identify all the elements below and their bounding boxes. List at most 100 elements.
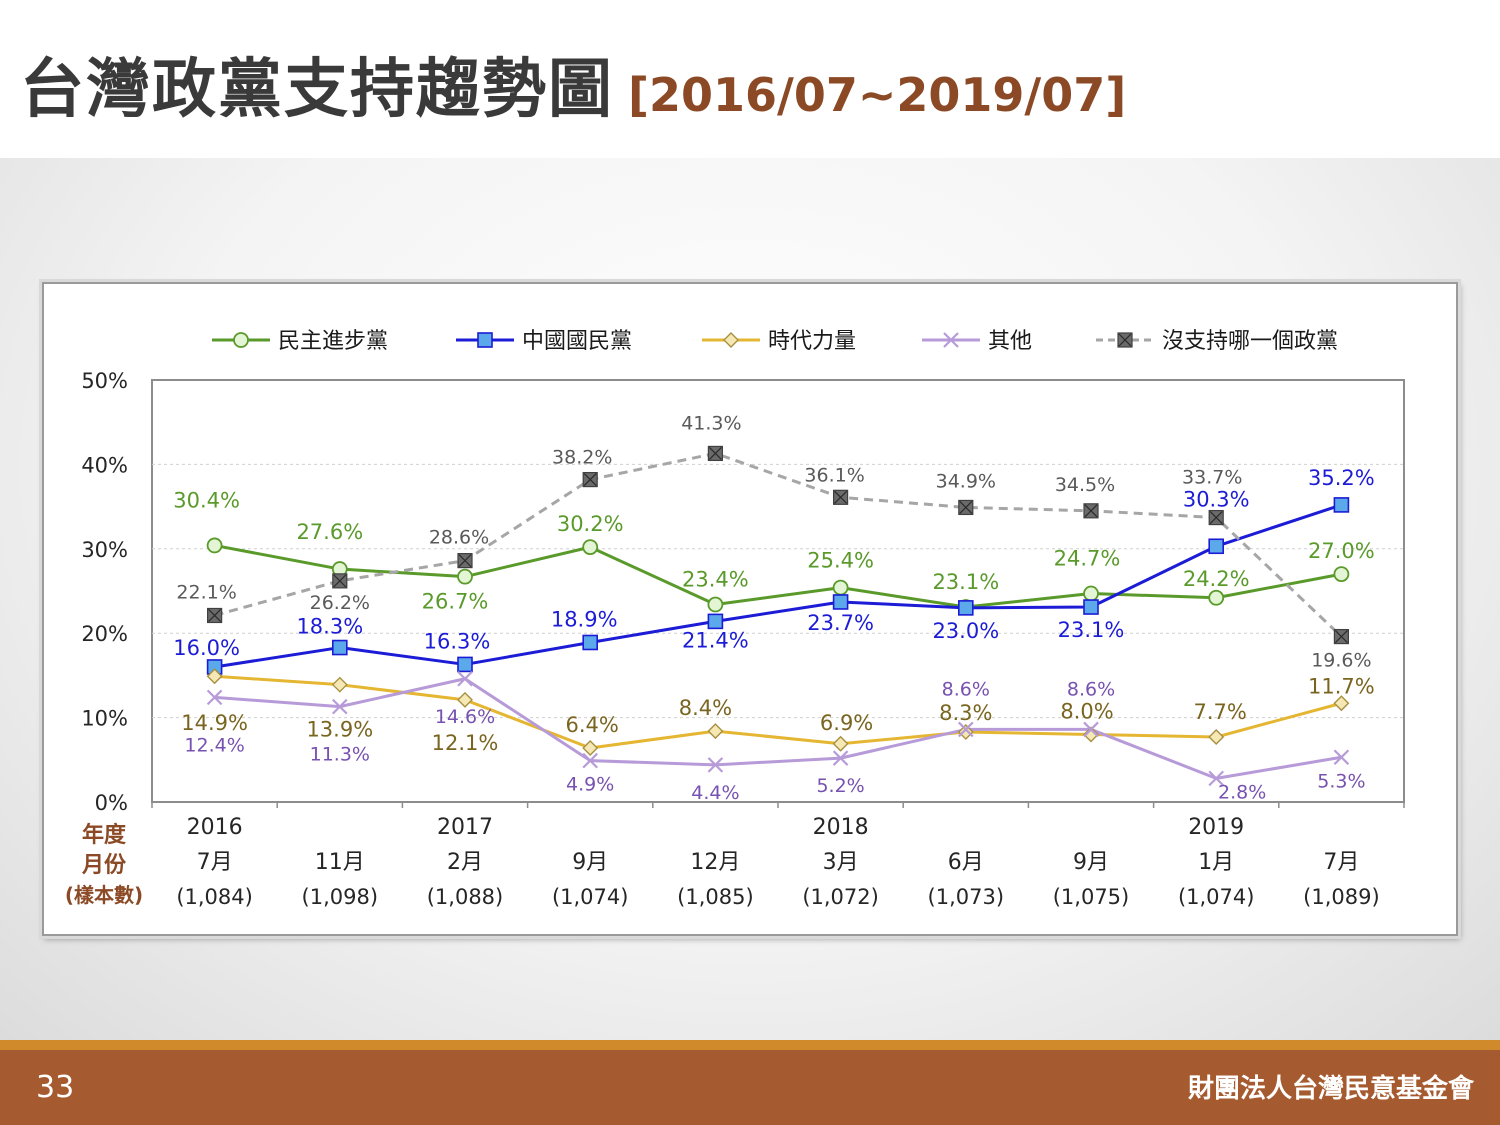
x-month-label: 9月 bbox=[572, 850, 608, 875]
data-point bbox=[457, 553, 473, 569]
data-point bbox=[332, 698, 348, 715]
data-point bbox=[1083, 503, 1099, 519]
data-point bbox=[707, 757, 724, 773]
plot-area bbox=[151, 379, 1405, 803]
x-sample-label: (1,084) bbox=[176, 885, 253, 909]
data-label: 23.4% bbox=[682, 568, 749, 592]
data-point bbox=[832, 579, 849, 596]
x-sample-label: (1,098) bbox=[302, 885, 379, 909]
legend-label: 其他 bbox=[988, 329, 1032, 354]
axis-row-header: (樣本數) bbox=[65, 883, 143, 907]
y-tick-label: 50% bbox=[81, 369, 128, 393]
data-label: 8.0% bbox=[1060, 699, 1113, 723]
data-point bbox=[1083, 599, 1099, 615]
data-point bbox=[457, 568, 473, 585]
data-point bbox=[1333, 628, 1350, 645]
x-month-label: 12月 bbox=[690, 850, 740, 875]
data-point bbox=[206, 668, 223, 685]
data-point bbox=[1083, 585, 1099, 602]
data-point bbox=[207, 607, 223, 624]
page-number: 33 bbox=[36, 1070, 75, 1105]
x-month-label: 9月 bbox=[1073, 850, 1109, 875]
data-label: 23.7% bbox=[807, 611, 874, 635]
data-point bbox=[958, 499, 974, 516]
data-label: 23.0% bbox=[932, 619, 999, 643]
data-label: 21.4% bbox=[682, 628, 749, 652]
footer-bar: 33 財團法人台灣民意基金會 bbox=[0, 1050, 1500, 1125]
data-label: 35.2% bbox=[1308, 466, 1375, 490]
data-label: 22.1% bbox=[176, 581, 236, 603]
legend-label: 民主進步黨 bbox=[278, 329, 388, 354]
x-month-label: 11月 bbox=[315, 850, 365, 875]
data-point bbox=[707, 596, 724, 613]
axis-row-header: 年度 bbox=[82, 822, 127, 848]
series-line bbox=[214, 543, 1342, 609]
x-sample-label: (1,075) bbox=[1053, 885, 1130, 909]
data-label: 34.9% bbox=[936, 470, 996, 492]
data-point bbox=[707, 445, 724, 462]
data-point bbox=[206, 537, 223, 554]
data-point bbox=[1083, 726, 1099, 743]
data-label: 6.9% bbox=[820, 711, 873, 735]
chart-frame: 0% 10% 20% 30% 40% 50% 年度 月份 (樣本數) 2016 2017 2018 20… bbox=[42, 282, 1458, 936]
data-point bbox=[457, 670, 473, 687]
data-label: 18.3% bbox=[296, 615, 363, 639]
data-point bbox=[832, 594, 849, 610]
data-point bbox=[1333, 566, 1350, 583]
y-tick-label: 10% bbox=[81, 707, 128, 731]
data-label: 24.2% bbox=[1183, 567, 1250, 591]
data-point bbox=[332, 573, 348, 589]
data-label: 8.6% bbox=[1067, 678, 1115, 700]
data-point bbox=[331, 676, 348, 693]
x-month-label: 3月 bbox=[823, 850, 859, 875]
data-label: 28.6% bbox=[429, 527, 489, 549]
data-point bbox=[1333, 749, 1350, 766]
data-label: 33.7% bbox=[1182, 467, 1242, 489]
title-date-range: [2016/07~2019/07] bbox=[628, 68, 1127, 122]
data-label: 13.9% bbox=[306, 718, 373, 742]
series-line bbox=[214, 677, 1342, 780]
data-point bbox=[1333, 695, 1350, 712]
x-month-label: 6月 bbox=[948, 850, 984, 875]
legend-label: 沒支持哪一個政黨 bbox=[1162, 329, 1338, 354]
x-sample-label: (1,073) bbox=[928, 885, 1005, 909]
x-sample-label: (1,074) bbox=[552, 885, 629, 909]
data-label: 25.4% bbox=[807, 549, 874, 573]
data-point bbox=[707, 723, 724, 740]
legend-marker bbox=[233, 332, 249, 348]
x-month-label: 7月 bbox=[197, 850, 233, 875]
x-year-label: 2016 bbox=[187, 815, 243, 840]
data-label: 19.6% bbox=[1311, 650, 1371, 672]
x-sample-label: (1,074) bbox=[1178, 885, 1255, 909]
y-tick-label: 30% bbox=[81, 538, 128, 562]
data-point bbox=[1208, 589, 1225, 606]
data-label: 8.6% bbox=[942, 678, 990, 700]
data-label: 4.9% bbox=[566, 774, 614, 796]
data-label: 14.9% bbox=[181, 711, 248, 735]
title-bar: 台灣政黨支持趨勢圖 [2016/07~2019/07] bbox=[0, 0, 1500, 158]
data-label: 2.8% bbox=[1218, 781, 1266, 803]
data-point bbox=[457, 656, 473, 673]
data-label: 36.1% bbox=[804, 464, 864, 486]
x-month-label: 7月 bbox=[1323, 850, 1359, 875]
data-point bbox=[582, 539, 599, 556]
data-point bbox=[206, 689, 223, 706]
data-label: 8.4% bbox=[679, 696, 732, 720]
data-label: 11.7% bbox=[1308, 674, 1375, 698]
axis-row-header: 月份 bbox=[81, 853, 127, 878]
data-label: 34.5% bbox=[1055, 474, 1115, 496]
data-label: 6.4% bbox=[566, 713, 619, 737]
data-label: 4.4% bbox=[691, 782, 739, 804]
data-point bbox=[582, 739, 599, 756]
y-tick-label: 20% bbox=[81, 622, 128, 646]
data-label: 24.7% bbox=[1054, 547, 1121, 571]
x-sample-label: (1,085) bbox=[677, 885, 754, 909]
data-point bbox=[1208, 770, 1224, 787]
data-point bbox=[582, 471, 598, 488]
data-label: 8.3% bbox=[939, 701, 992, 725]
data-label: 12.4% bbox=[184, 734, 244, 756]
page-title: 台灣政黨支持趨勢圖 [2016/07~2019/07] bbox=[20, 38, 1126, 130]
x-year-label: 2017 bbox=[437, 815, 493, 840]
legend-marker bbox=[943, 332, 959, 348]
series-line bbox=[214, 451, 1343, 638]
